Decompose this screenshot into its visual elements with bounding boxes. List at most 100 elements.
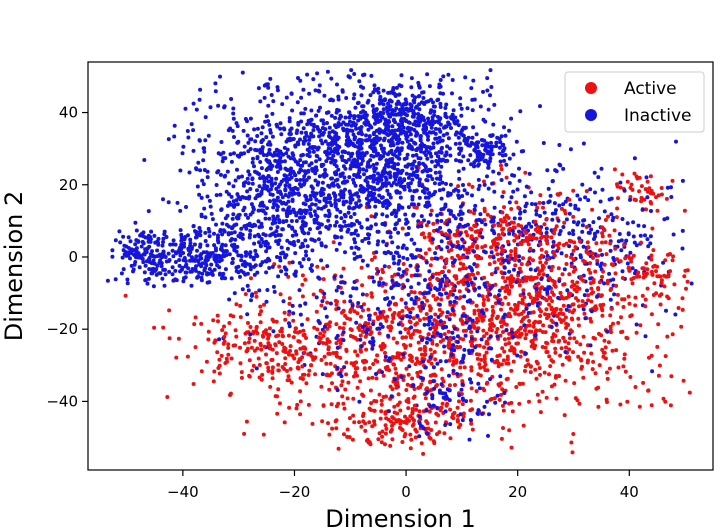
point-inactive <box>270 111 275 116</box>
point-active <box>556 339 561 344</box>
point-inactive <box>325 121 329 125</box>
point-inactive <box>483 284 488 289</box>
point-inactive <box>375 306 380 311</box>
point-inactive <box>456 225 461 230</box>
point-inactive <box>389 212 394 216</box>
point-inactive <box>110 248 115 253</box>
point-inactive <box>423 278 427 282</box>
point-inactive <box>301 139 306 144</box>
point-inactive <box>178 208 183 213</box>
point-active <box>291 318 296 323</box>
point-inactive <box>195 184 200 189</box>
point-inactive <box>285 246 290 251</box>
point-inactive <box>435 228 439 233</box>
point-active <box>288 344 293 349</box>
point-active <box>637 175 642 180</box>
point-inactive <box>207 280 212 285</box>
point-active <box>649 257 654 262</box>
point-inactive <box>218 192 223 197</box>
point-inactive <box>255 254 260 259</box>
point-active <box>464 266 468 271</box>
point-active <box>611 263 616 268</box>
point-active <box>302 332 307 337</box>
point-inactive <box>404 246 409 251</box>
point-inactive <box>561 202 566 207</box>
point-inactive <box>229 194 234 199</box>
point-active <box>216 319 220 324</box>
point-active <box>348 327 353 332</box>
point-active <box>684 286 688 291</box>
point-inactive <box>300 219 305 224</box>
point-inactive <box>336 285 341 289</box>
point-inactive <box>237 212 242 217</box>
point-active <box>633 385 638 389</box>
point-inactive <box>274 176 279 181</box>
point-inactive <box>385 188 390 193</box>
point-inactive <box>382 136 387 141</box>
point-inactive <box>359 125 364 129</box>
point-active <box>538 372 542 377</box>
point-active <box>482 217 487 222</box>
point-active <box>255 331 260 336</box>
point-active <box>459 279 464 284</box>
point-inactive <box>363 122 368 127</box>
point-inactive <box>442 344 447 349</box>
point-active <box>404 366 409 371</box>
point-inactive <box>445 144 450 149</box>
point-inactive <box>227 200 232 205</box>
point-inactive <box>397 137 402 142</box>
point-active <box>625 179 630 184</box>
point-inactive <box>377 282 382 287</box>
point-active <box>461 328 466 333</box>
point-active <box>496 364 501 369</box>
point-inactive <box>374 140 379 145</box>
point-active <box>334 426 339 431</box>
point-active <box>313 355 318 360</box>
point-active <box>390 274 395 279</box>
point-inactive <box>607 197 612 202</box>
point-active <box>454 274 459 279</box>
point-active <box>495 327 500 331</box>
point-active <box>370 294 374 299</box>
point-active <box>470 244 475 249</box>
point-active <box>620 297 625 302</box>
point-active <box>566 323 571 327</box>
point-inactive <box>244 250 249 255</box>
point-active <box>680 307 685 312</box>
point-inactive <box>268 130 273 135</box>
point-inactive <box>339 216 344 221</box>
point-active <box>392 362 396 367</box>
point-inactive <box>416 112 421 116</box>
point-active <box>321 341 326 345</box>
point-active <box>519 224 524 229</box>
point-active <box>305 317 310 322</box>
point-inactive <box>424 99 429 104</box>
point-active <box>383 358 388 363</box>
point-active <box>495 242 500 246</box>
point-active <box>571 432 576 436</box>
point-inactive <box>149 271 154 276</box>
point-active <box>550 278 555 283</box>
point-active <box>370 424 375 429</box>
point-inactive <box>267 216 272 221</box>
point-active <box>329 402 334 407</box>
point-inactive <box>575 222 580 227</box>
point-inactive <box>267 147 272 152</box>
point-active <box>378 313 383 318</box>
point-inactive <box>632 240 637 245</box>
point-active <box>527 292 532 297</box>
point-active <box>444 278 449 283</box>
point-active <box>355 353 360 358</box>
point-inactive <box>313 202 318 207</box>
point-inactive <box>197 192 202 197</box>
point-active <box>501 190 506 195</box>
point-active <box>518 240 523 245</box>
point-active <box>246 340 251 345</box>
point-inactive <box>512 267 516 272</box>
point-inactive <box>507 181 512 185</box>
point-active <box>493 282 498 287</box>
point-inactive <box>288 210 293 215</box>
point-active <box>412 290 417 295</box>
point-inactive <box>563 350 568 354</box>
point-active <box>277 264 282 269</box>
